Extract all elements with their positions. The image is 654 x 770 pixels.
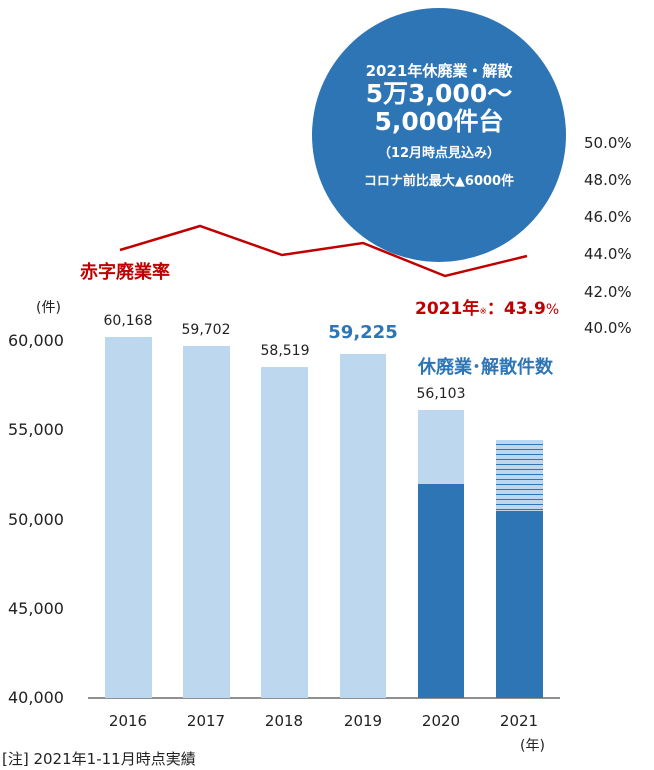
value-label-2018: 58,519: [260, 343, 310, 359]
x-tick: 2021: [499, 712, 539, 730]
value-label-2020: 56,103: [416, 386, 466, 402]
bar-2017: [183, 346, 230, 698]
y-tick: 45,000: [8, 599, 64, 618]
rate-2021-value: ：43.9: [486, 299, 546, 319]
forecast-bubble: 2021年休廃業・解散 5万3,000～ 5,000件台 （12月時点見込み） …: [312, 8, 566, 262]
x-tick: 2020: [421, 712, 461, 730]
bubble-title: 2021年休廃業・解散: [365, 62, 513, 80]
x-tick: 2019: [343, 712, 383, 730]
bar-2016: [105, 337, 152, 698]
y-tick: 60,000: [8, 331, 64, 350]
bar-series-label: 休廃業･解散件数: [418, 357, 553, 378]
bar-2021-projection: [496, 440, 543, 511]
y2-tick: 44.0%: [584, 245, 632, 263]
bubble-comparison: コロナ前比最大▲6000件: [363, 174, 515, 189]
x-tick: 2018: [264, 712, 304, 730]
rate-2021-prefix: 2021年: [415, 299, 480, 319]
y2-tick: 42.0%: [584, 283, 632, 301]
y2-tick: 48.0%: [584, 171, 632, 189]
bar-2020-lower: [418, 484, 464, 698]
y2-tick: 40.0%: [584, 319, 632, 337]
bar-2019: [340, 354, 386, 698]
bubble-forecast-range-2: 5,000件台: [374, 107, 504, 136]
value-label-2017: 59,702: [181, 322, 231, 338]
rate-2021-annotation: 2021年※：43.9%: [415, 294, 559, 319]
line-series-label: 赤字廃業率: [80, 262, 170, 283]
x-axis-unit: (年): [520, 738, 545, 754]
x-tick: 2017: [186, 712, 226, 730]
y-tick: 40,000: [8, 688, 64, 707]
y-tick: 50,000: [8, 510, 64, 529]
y2-tick: 50.0%: [584, 134, 632, 152]
bubble-note: （12月時点見込み）: [377, 146, 501, 161]
bar-2020-upper: [418, 410, 464, 484]
value-label-2019: 59,225: [328, 322, 398, 343]
y-tick: 55,000: [8, 420, 64, 439]
rate-2021-mark: ※: [479, 307, 487, 317]
value-label-2016: 60,168: [103, 313, 153, 329]
rate-2021-pct: %: [545, 302, 560, 318]
footnote: [注] 2021年1-11月時点実績: [2, 750, 196, 768]
bar-2021-lower: [496, 511, 543, 698]
y-axis-unit: (件): [36, 300, 61, 316]
bar-2018: [261, 367, 308, 698]
bubble-forecast-range: 5万3,000～: [365, 79, 513, 108]
y2-tick: 46.0%: [584, 208, 632, 226]
x-tick: 2016: [108, 712, 148, 730]
